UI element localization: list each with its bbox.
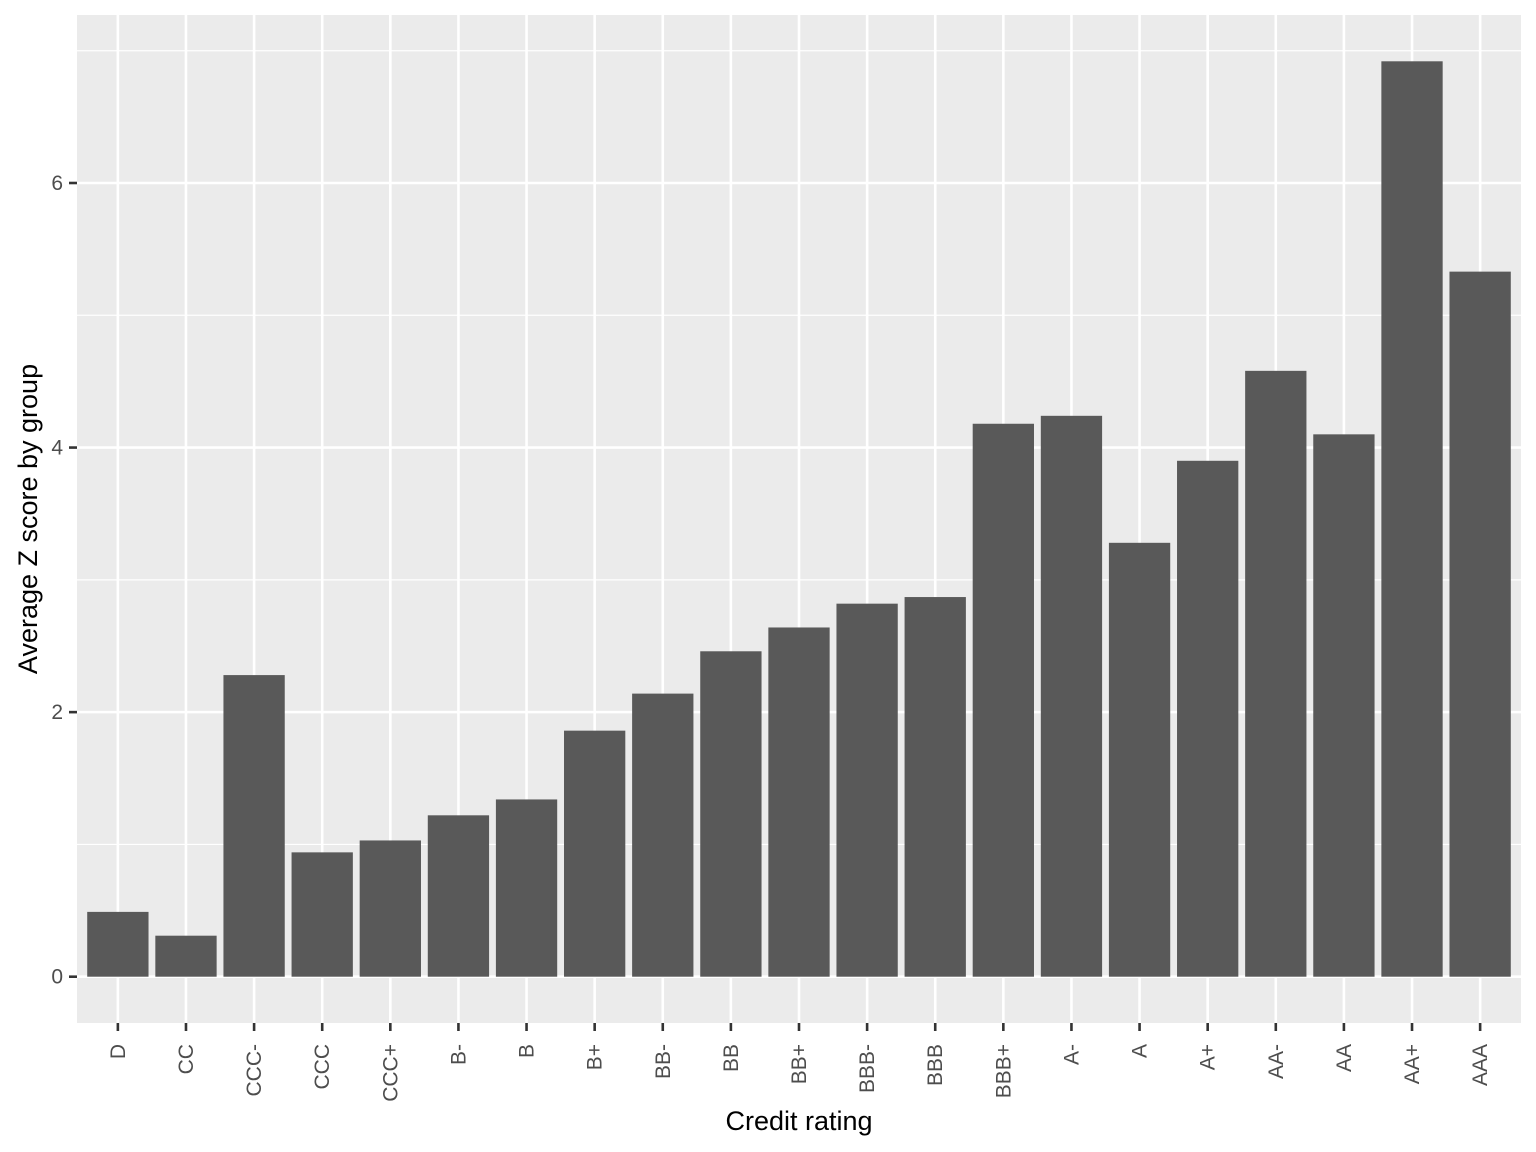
bar-BB: [700, 651, 762, 977]
bar-AA+: [1381, 61, 1443, 977]
x-tick-label: BB: [720, 1044, 743, 1072]
bar-AA-: [1245, 370, 1307, 977]
bar-A: [1108, 542, 1171, 977]
x-tick-label: AA-: [1265, 1044, 1288, 1079]
x-tick-label: BBB: [924, 1044, 947, 1086]
bar-D: [87, 911, 149, 977]
bar-CCC+: [359, 840, 421, 977]
x-tick-label: BB-: [652, 1044, 675, 1079]
x-tick-label: BBB-: [856, 1044, 879, 1093]
bar-BBB+: [972, 423, 1034, 977]
x-tick-label: B+: [584, 1044, 607, 1070]
y-tick-label: 2: [51, 701, 63, 724]
bar-B: [495, 799, 558, 977]
x-tick-label: D: [107, 1044, 130, 1059]
x-tick-label: CC: [175, 1044, 198, 1074]
y-tick-label: 4: [51, 437, 63, 460]
y-axis: 0 2 4 6: [51, 172, 77, 989]
bar-A-: [1040, 415, 1103, 977]
y-axis-title: Average Z score by group: [13, 364, 43, 674]
bar-BBB: [904, 597, 966, 977]
x-axis-title: Credit rating: [725, 1106, 872, 1136]
bar-A+: [1177, 460, 1239, 977]
y-tick-label: 0: [51, 966, 63, 989]
bars: [87, 61, 1511, 977]
bar-CCC: [291, 852, 353, 977]
x-tick-label: B-: [447, 1044, 470, 1065]
x-tick-label: BBB+: [992, 1044, 1015, 1098]
bar-BB-: [632, 693, 694, 977]
x-tick-label: A: [1129, 1044, 1152, 1058]
x-tick-label: CCC+: [379, 1044, 402, 1102]
bar-BB+: [768, 627, 830, 977]
x-tick-label: AAA: [1469, 1044, 1492, 1086]
bar-CCC-: [223, 675, 285, 977]
x-axis: D CC CCC- CCC CCC+ B- B B+ BB- BB BB+ BBB- BBB BBB+ A-…: [107, 1023, 1492, 1102]
x-tick-label: AA: [1333, 1044, 1356, 1072]
bar-B+: [564, 730, 626, 977]
bar-AA: [1313, 434, 1375, 977]
x-tick-label: AA+: [1401, 1044, 1424, 1084]
x-tick-label: B: [516, 1044, 539, 1058]
x-tick-label: A+: [1197, 1044, 1220, 1070]
x-tick-label: BB+: [788, 1044, 811, 1084]
bar-CC: [155, 935, 217, 977]
bar-B-: [427, 815, 490, 977]
x-tick-label: CCC: [311, 1044, 334, 1090]
x-tick-label: CCC-: [243, 1044, 266, 1097]
bar-BBB-: [836, 603, 898, 977]
x-tick-label: A-: [1060, 1044, 1083, 1065]
bar-AAA: [1449, 271, 1511, 977]
y-tick-label: 6: [51, 172, 63, 195]
